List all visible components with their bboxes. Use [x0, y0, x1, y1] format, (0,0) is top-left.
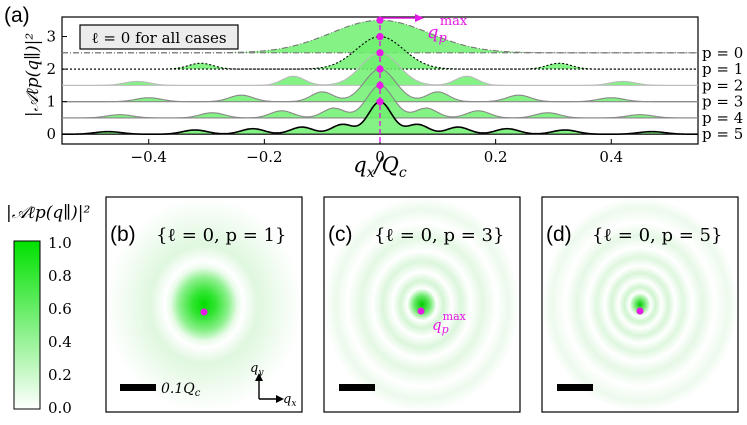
series-label-4: p = 4	[702, 109, 743, 127]
peak-dot-3	[376, 65, 384, 73]
colorbar-tick-label-1: 0.8	[48, 267, 72, 285]
peak-dot-2	[376, 49, 384, 57]
panel-a-label: (a)	[4, 4, 30, 27]
marker-label: qpmax	[427, 14, 468, 46]
y-tick-label-1: 1	[46, 93, 56, 111]
y-tick-label-0: 0	[46, 125, 56, 143]
panel-b-label: (b)	[110, 223, 136, 246]
scale-bar-label: 0.1Qc	[161, 381, 201, 399]
colorbar-ticks: 1.0 0.8 0.6 0.4 0.2 0.0	[48, 234, 72, 417]
peak-dot-0	[376, 16, 384, 24]
panel-c-peak-marker	[417, 307, 425, 315]
series-label-0: p = 0	[702, 44, 743, 62]
colorbar	[13, 240, 41, 410]
panel-b-frame	[105, 196, 303, 413]
panel-d-peak-marker	[636, 307, 644, 315]
panel-c-label: (c)	[328, 223, 353, 246]
x-axis-label: qx/Qc	[353, 153, 407, 181]
x-tick-label-2: 0	[375, 148, 385, 166]
svg-text:qy: qy	[250, 361, 264, 378]
peak-dot-5	[376, 98, 384, 106]
panel-c-marker-label: qpmax	[432, 310, 467, 336]
series-label-3: p = 3	[702, 93, 743, 111]
peak-markers	[376, 16, 384, 106]
panel-d-label: (d)	[546, 223, 572, 246]
y-axis-label: |𝒜ℓp(q∥)|²	[23, 33, 43, 117]
y-tick-label-2: 2	[46, 60, 56, 78]
panel-b: (b) {ℓ = 0, p = 1} 0.1Qc qy qx	[105, 196, 303, 413]
colorbar-tick-label-0: 1.0	[48, 234, 72, 252]
colorbar-tick-label-5: 0.0	[48, 399, 72, 417]
series-labels: p = 0p = 1p = 2p = 3p = 4p = 5	[702, 44, 743, 143]
y-ticks: 0 1 2 3	[46, 28, 67, 143]
colorbar-tick-label-2: 0.6	[48, 300, 72, 318]
legend-box	[79, 24, 239, 50]
x-tick-label-4: 0.4	[599, 148, 623, 166]
peak-dot-4	[376, 81, 384, 89]
svg-text:qx: qx	[283, 392, 296, 409]
panel-d-title: {ℓ = 0, p = 5}	[592, 225, 722, 246]
series-label-2: p = 2	[702, 76, 743, 94]
marker-arrow-head	[415, 14, 424, 22]
colorbar-title: |𝒜ℓp(q∥)|²	[6, 203, 90, 223]
panel-c-scale-bar	[339, 384, 375, 391]
panel-b-peak-marker	[200, 308, 208, 316]
svg-text:|𝒜ℓp(q∥)|²: |𝒜ℓp(q∥)|²	[23, 33, 43, 117]
x-ticks: −0.4 −0.2 0 0.2 0.4	[131, 139, 623, 166]
x-tick-label-0: −0.4	[131, 148, 167, 166]
panel-c-frame	[323, 196, 521, 413]
panel-d-frame	[541, 196, 739, 413]
axes-glyph: qy qx	[250, 361, 296, 409]
x-tick-label-1: −0.2	[246, 148, 282, 166]
panel-b-title: {ℓ = 0, p = 1}	[156, 225, 286, 246]
peak-dot-1	[376, 32, 384, 41]
colorbar-tick-label-3: 0.4	[48, 333, 72, 351]
x-tick-label-3: 0.2	[484, 148, 508, 166]
panel-c: (c) {ℓ = 0, p = 3} qpmax	[323, 196, 521, 413]
series-label-5: p = 5	[702, 125, 743, 143]
legend-box-text: ℓ = 0 for all cases	[91, 29, 226, 47]
panel-d-scale-bar	[557, 384, 593, 391]
colorbar-tick-label-4: 0.2	[48, 366, 72, 384]
panel-c-title: {ℓ = 0, p = 3}	[374, 225, 504, 246]
series-label-1: p = 1	[702, 60, 743, 78]
y-tick-label-3: 3	[46, 28, 56, 46]
panel-d: (d) {ℓ = 0, p = 5}	[541, 196, 739, 413]
scale-bar	[120, 384, 156, 391]
